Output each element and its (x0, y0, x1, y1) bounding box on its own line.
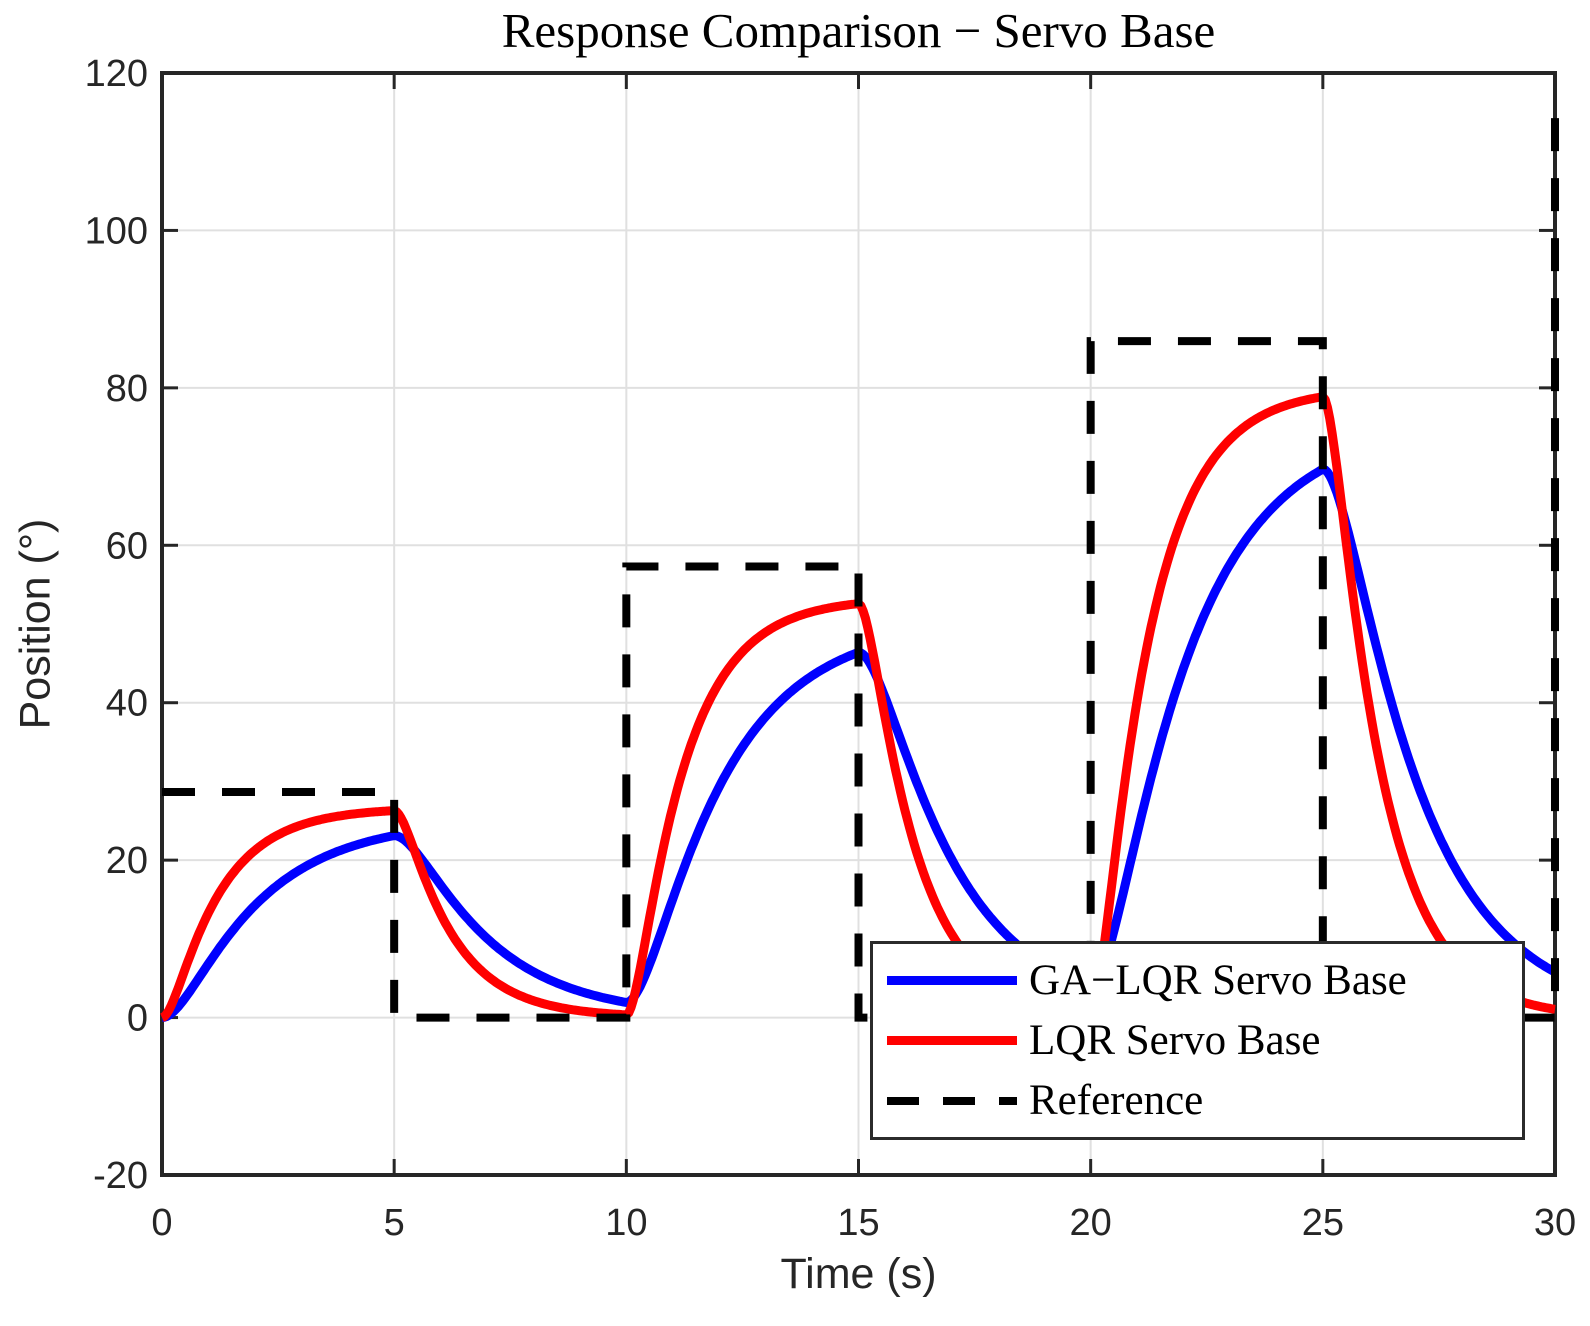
x-tick-label: 15 (837, 1202, 879, 1244)
legend-item-lqr: LQR Servo Base (887, 1017, 1522, 1064)
legend-swatch-reference-dashed-line (887, 1096, 1017, 1105)
y-tick-label: -20 (93, 1155, 148, 1197)
x-tick-label: 0 (151, 1202, 172, 1244)
x-tick-label: 30 (1534, 1202, 1576, 1244)
legend-swatch-lqr-line (887, 1035, 1017, 1045)
y-axis-label: Position (°) (11, 518, 60, 730)
chart-title: Response Comparison − Servo Base (501, 3, 1216, 58)
legend: GA−LQR Servo Base LQR Servo Base Referen… (870, 941, 1525, 1140)
y-tick-label: 120 (85, 53, 148, 95)
y-tick-label: 20 (106, 840, 148, 882)
x-tick-label: 10 (605, 1202, 647, 1244)
legend-label: LQR Servo Base (1029, 1016, 1321, 1064)
legend-swatch-ga-lqr-line (887, 975, 1017, 985)
legend-label: GA−LQR Servo Base (1029, 956, 1407, 1004)
y-tick-label: 100 (85, 210, 148, 252)
x-tick-label: 5 (384, 1202, 405, 1244)
y-tick-label: 0 (127, 998, 148, 1040)
x-tick-label: 20 (1070, 1202, 1112, 1244)
x-axis-label: Time (s) (780, 1250, 937, 1298)
y-tick-label: 60 (106, 525, 148, 567)
x-tick-label: 25 (1302, 1202, 1344, 1244)
reference-line (162, 115, 1559, 1022)
y-tick-label: 40 (106, 683, 148, 725)
legend-label: Reference (1029, 1076, 1204, 1124)
y-tick-label: 80 (106, 368, 148, 410)
legend-item-ga-lqr: GA−LQR Servo Base (887, 957, 1522, 1004)
legend-item-reference: Reference (887, 1077, 1522, 1124)
